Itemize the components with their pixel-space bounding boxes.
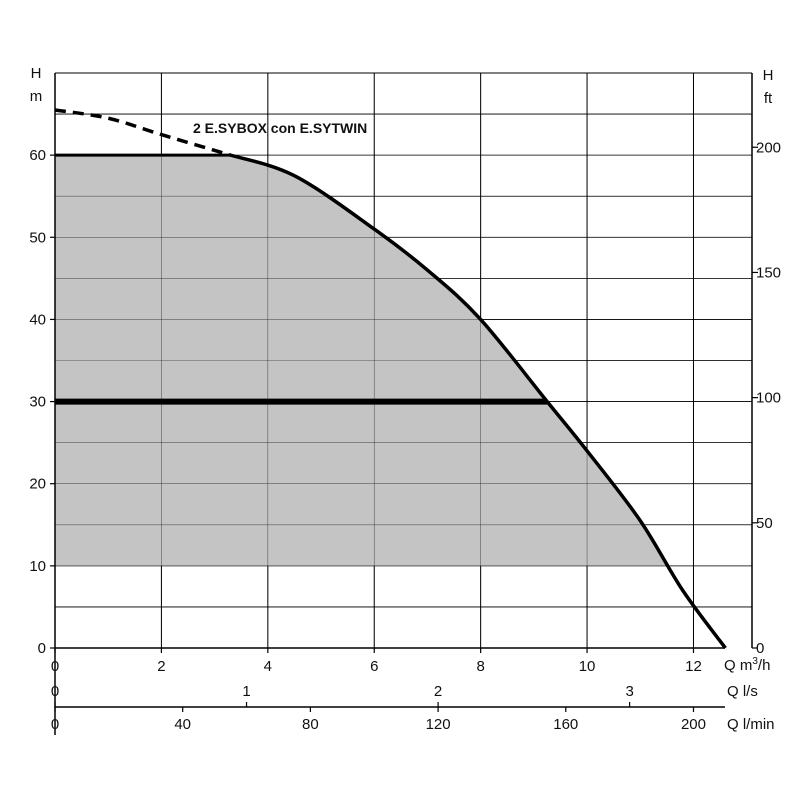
y-left-tick-label: 0 — [38, 640, 46, 657]
pump-curve — [230, 153, 727, 650]
y-right-tick-label: 50 — [756, 515, 773, 532]
y-left-tick-label: 60 — [29, 147, 46, 164]
x-lmin-tick-label: 80 — [302, 716, 319, 733]
x-axis-label-ls: Q l/s — [727, 683, 758, 700]
x-ls-tick-label: 0 — [51, 683, 59, 700]
x-lmin-tick-label: 200 — [681, 716, 706, 733]
x-ls-tick-label: 1 — [242, 683, 250, 700]
x-lmin-tick-label: 120 — [426, 716, 451, 733]
y-left-tick-label: 30 — [29, 394, 46, 411]
x-tick-label: 12 — [685, 658, 702, 675]
x-axis-label-lmin: Q l/min — [727, 716, 775, 733]
x-tick-label: 4 — [264, 658, 272, 675]
y-right-tick-label: 150 — [756, 264, 781, 281]
y-left-tick-label: 50 — [29, 229, 46, 246]
dashed-curve — [54, 108, 232, 157]
y-right-tick-label: 100 — [756, 390, 781, 407]
x-tick-label: 6 — [370, 658, 378, 675]
x-lmin-tick-label: 0 — [51, 716, 59, 733]
y-right-label-top: H — [763, 67, 774, 84]
series-label: 2 E.SYBOX con E.SYTWIN — [193, 120, 367, 136]
y-left-tick-label: 10 — [29, 558, 46, 575]
y-left-label-unit: m — [30, 88, 43, 105]
grid-lines-over-area — [55, 72, 752, 648]
y-left-tick-label: 40 — [29, 311, 46, 328]
y-left-label-top: H — [31, 65, 42, 82]
x-tick-label: 8 — [476, 658, 484, 675]
x-ls-tick-label: 2 — [434, 683, 442, 700]
x-tick-label: 10 — [579, 658, 596, 675]
x-tick-label: 2 — [157, 658, 165, 675]
y-right-tick-label: 200 — [756, 139, 781, 156]
x-axis-label-m3h: Q m3/h — [724, 656, 770, 674]
x-tick-label: 0 — [51, 658, 59, 675]
y-left-tick-label: 20 — [29, 476, 46, 493]
x-ls-tick-label: 3 — [625, 683, 633, 700]
chart-frame — [54, 72, 753, 735]
x-lmin-tick-label: 40 — [174, 716, 191, 733]
x-lmin-tick-label: 160 — [553, 716, 578, 733]
y-right-tick-label: 0 — [756, 640, 764, 657]
y-right-label-unit: ft — [764, 90, 773, 107]
